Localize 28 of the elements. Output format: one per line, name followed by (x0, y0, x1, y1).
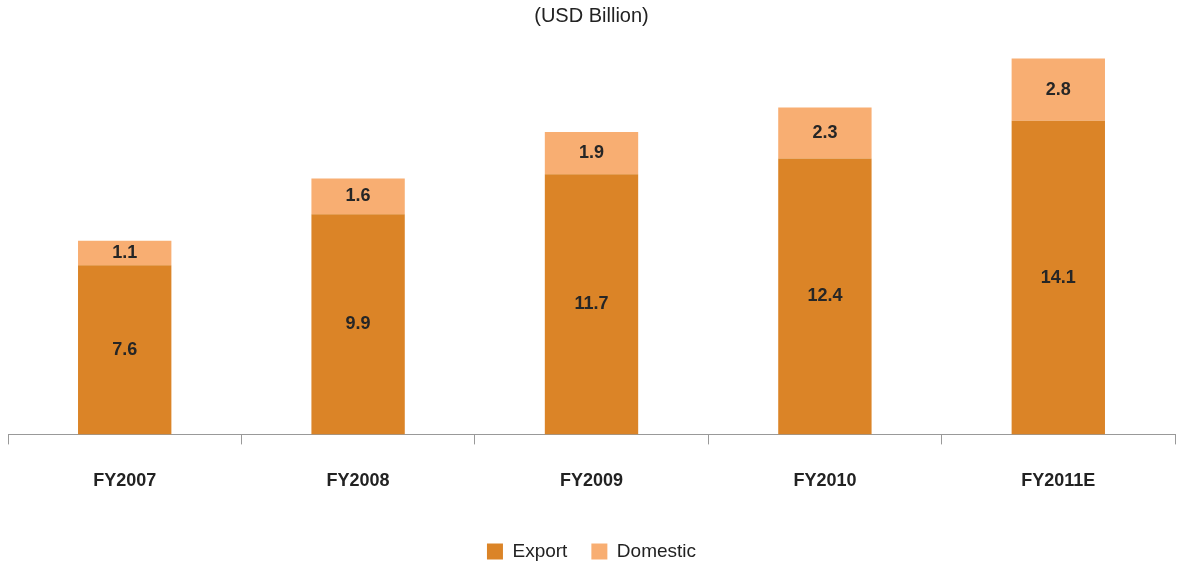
bar (778, 107, 872, 159)
bar (1011, 58, 1105, 121)
data-label: 1.6 (345, 185, 371, 206)
x-tick-label: FY2008 (326, 470, 390, 491)
data-label: 11.7 (574, 293, 609, 314)
data-label: 7.6 (112, 338, 138, 359)
bar (311, 178, 405, 215)
data-label: 14.1 (1040, 266, 1076, 287)
x-tick-label: FY2010 (793, 470, 857, 491)
data-label: 2.8 (1045, 78, 1071, 99)
bar (778, 158, 872, 435)
bar (78, 265, 172, 435)
data-label: 1.1 (112, 242, 138, 263)
x-tick-label: FY2009 (559, 470, 624, 491)
data-label: 1.9 (578, 141, 605, 162)
data-label: 2.3 (812, 121, 838, 142)
bar (311, 214, 405, 435)
chart-title: (USD Billion) (534, 3, 649, 26)
data-label: 9.9 (345, 313, 371, 334)
x-tick-label: FY2007 (93, 470, 157, 491)
bar (1011, 120, 1105, 435)
bar (544, 174, 639, 435)
bar (544, 131, 639, 175)
legend-label: Domestic (616, 539, 697, 561)
data-label: 12.4 (807, 285, 843, 306)
x-tick-label: FY2011E (1021, 470, 1096, 491)
bar (78, 240, 172, 266)
legend-label: Export (512, 539, 569, 561)
